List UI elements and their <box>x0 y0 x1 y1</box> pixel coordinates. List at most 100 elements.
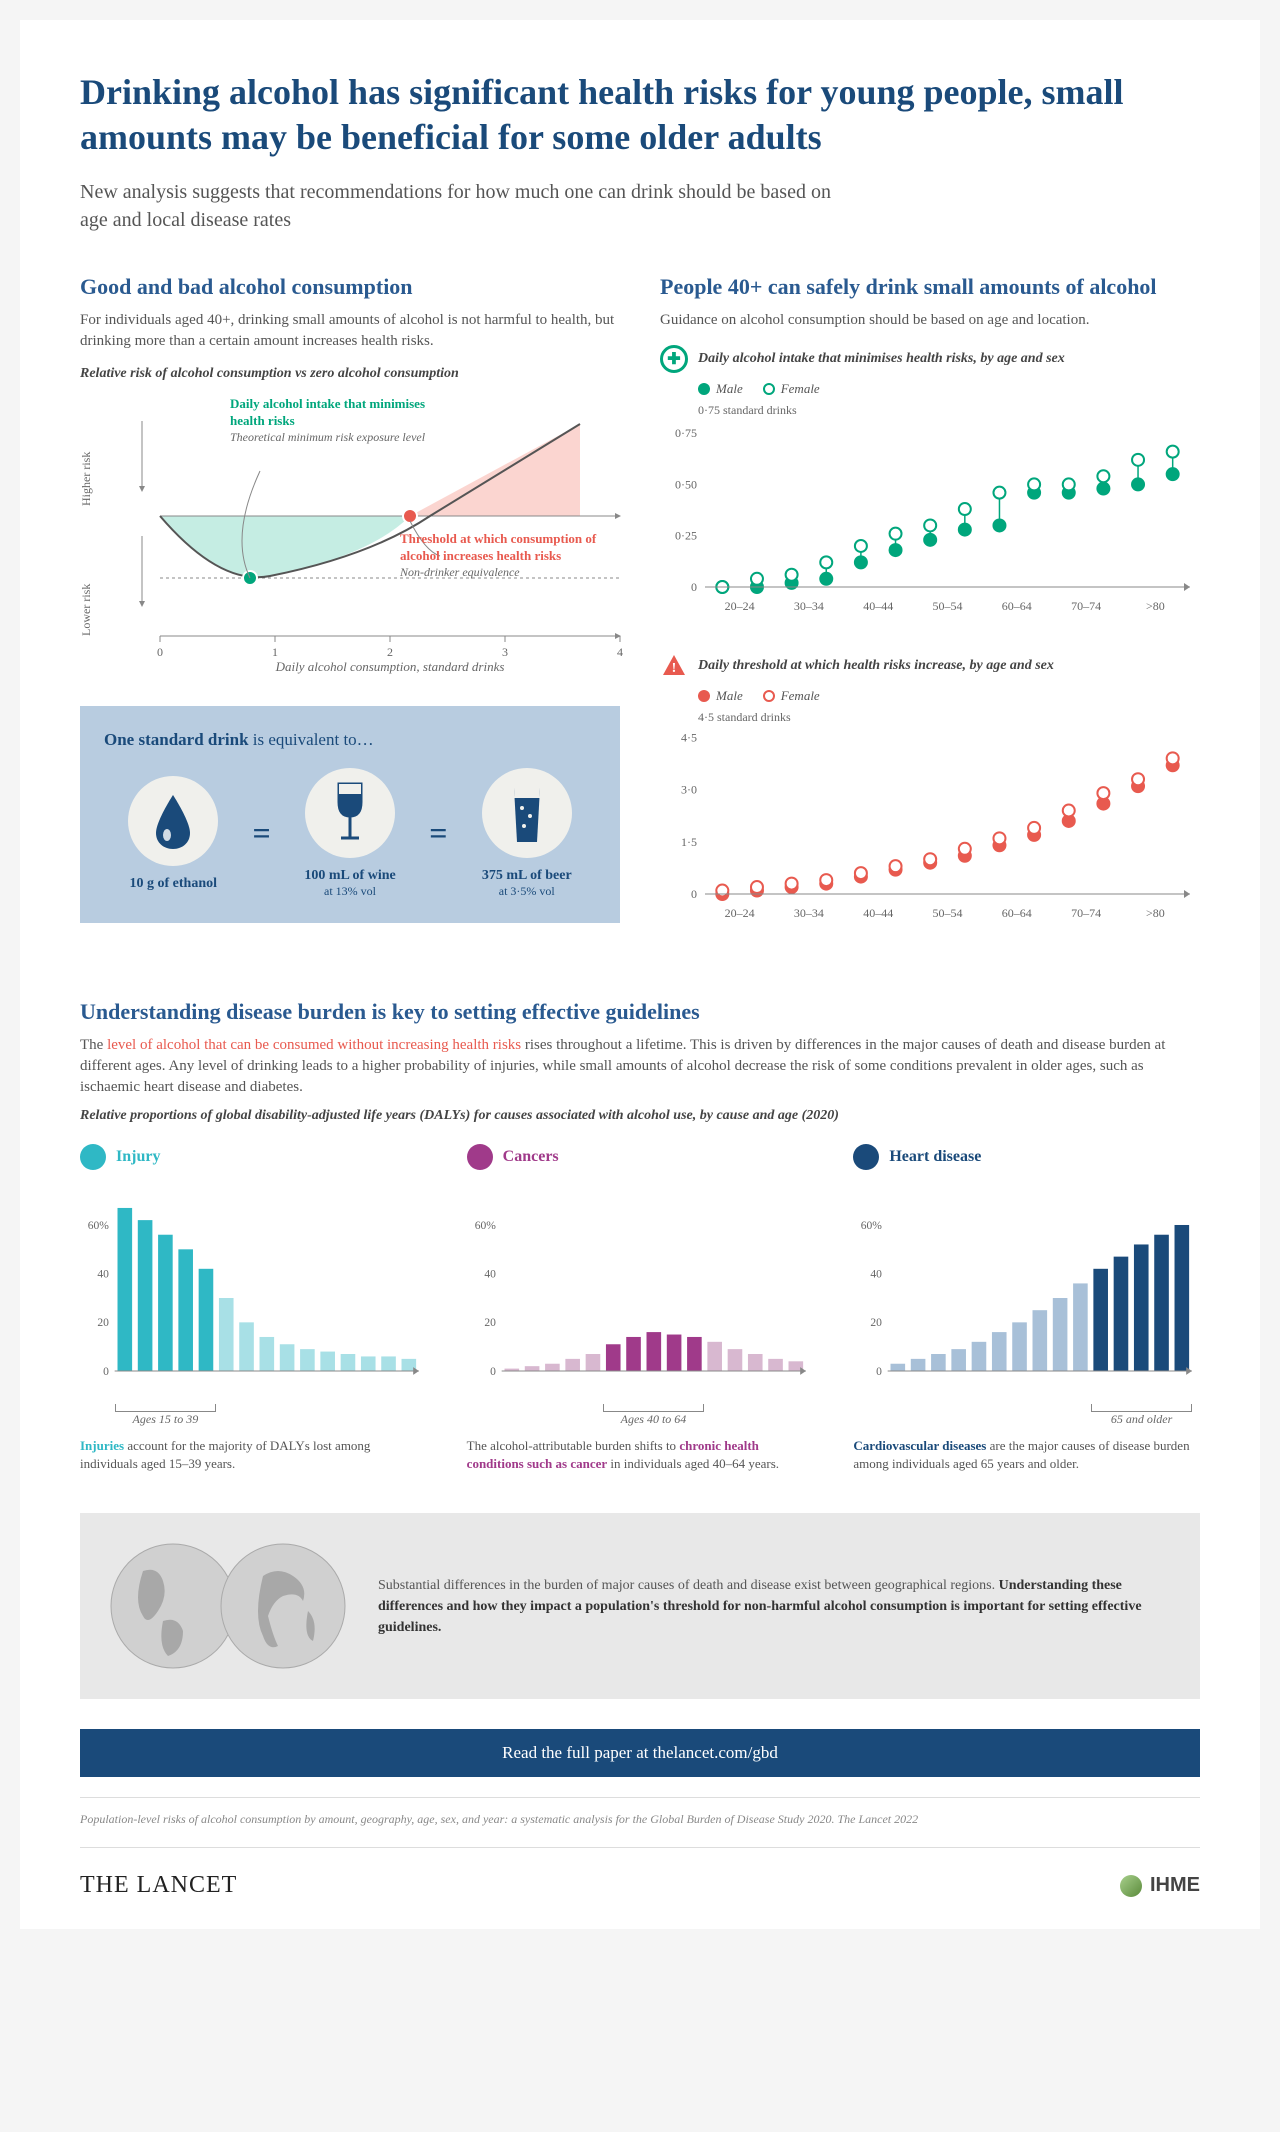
age-range-label: Ages 40 to 64 <box>603 1412 704 1427</box>
svg-text:40: 40 <box>97 1269 109 1281</box>
risk-curve-chart: Higher risk Lower risk <box>80 396 620 696</box>
svg-text:20–24: 20–24 <box>725 599 755 613</box>
wine-icon <box>327 780 373 846</box>
svg-text:40: 40 <box>484 1269 496 1281</box>
daly-panel: Cancers 0204060% Ages 40 to 64 The alcoh… <box>467 1144 814 1473</box>
scatter1-legend: Male Female <box>660 381 1200 397</box>
svg-text:60%: 60% <box>474 1220 496 1232</box>
daly-section: Understanding disease burden is key to s… <box>80 999 1200 1473</box>
cause-icon <box>467 1144 493 1170</box>
globe-box: Substantial differences in the burden of… <box>80 1513 1200 1699</box>
warning-icon: ! <box>660 652 688 680</box>
cause-icon <box>80 1144 106 1170</box>
panel-40plus: People 40+ can safely drink small amount… <box>660 274 1200 959</box>
x-axis-label: Daily alcohol consumption, standard drin… <box>275 659 505 674</box>
risk-above-region <box>410 424 580 516</box>
svg-text:40: 40 <box>871 1269 883 1281</box>
equiv-title: One standard drink is equivalent to… <box>104 730 596 750</box>
risk-chart-title: Relative risk of alcohol consumption vs … <box>80 366 620 382</box>
scatter1-header: ✚ Daily alcohol intake that minimises he… <box>660 345 1200 373</box>
globe-east-icon <box>218 1541 348 1671</box>
scatter1-ylabel: 0·75 standard drinks <box>660 403 1200 418</box>
lancet-logo: THE LANCET <box>80 1872 237 1899</box>
citation: Population-level risks of alcohol consum… <box>80 1797 1200 1827</box>
svg-text:70–74: 70–74 <box>1071 906 1101 920</box>
scatter-chart-minimise: 00·250·500·7520–2430–3440–4450–5460–6470… <box>660 422 1200 622</box>
scatter2-ylabel: 4·5 standard drinks <box>660 710 1200 725</box>
svg-text:2: 2 <box>387 645 393 659</box>
daly-bar-chart: 0 20 40 60% <box>80 1184 427 1404</box>
svg-text:0·75: 0·75 <box>675 426 697 440</box>
scatter2-legend: Male Female <box>660 688 1200 704</box>
ihme-logo: IHME <box>1120 1874 1200 1897</box>
svg-text:>80: >80 <box>1146 906 1165 920</box>
svg-text:!: ! <box>672 661 677 676</box>
svg-text:30–34: 30–34 <box>794 599 824 613</box>
daly-title: Understanding disease burden is key to s… <box>80 999 1200 1025</box>
ihme-ball-icon <box>1120 1875 1142 1897</box>
daly-panel: Injury 0 20 40 60% Ages 15 to 39 Injuries a… <box>80 1144 427 1473</box>
svg-text:30–34: 30–34 <box>794 906 824 920</box>
svg-text:0: 0 <box>691 580 697 594</box>
panel-title: Good and bad alcohol consumption <box>80 274 620 300</box>
svg-text:50–54: 50–54 <box>933 599 963 613</box>
daly-panel: Heart disease 0204060% 65 and older Card… <box>853 1144 1200 1473</box>
svg-text:0·25: 0·25 <box>675 529 697 543</box>
threshold-point <box>403 509 417 523</box>
drink-equivalence-box: One standard drink is equivalent to… 10 … <box>80 706 620 923</box>
infographic-page: Drinking alcohol has significant health … <box>20 20 1260 1929</box>
panel-desc: Guidance on alcohol consumption should b… <box>660 310 1200 331</box>
svg-text:0·50: 0·50 <box>675 477 697 491</box>
cause-label: Injury <box>116 1148 160 1166</box>
cause-icon <box>853 1144 879 1170</box>
svg-text:0: 0 <box>691 887 697 901</box>
svg-text:60%: 60% <box>88 1220 110 1232</box>
equiv-ethanol: 10 g of ethanol <box>104 776 243 892</box>
svg-text:40–44: 40–44 <box>863 599 893 613</box>
daly-bar-chart: 0 20 40 60% <box>467 1184 814 1404</box>
globe-text: Substantial differences in the burden of… <box>378 1575 1172 1638</box>
beer-icon <box>504 780 550 846</box>
svg-text:60%: 60% <box>861 1220 883 1232</box>
yaxis-low: Lower risk <box>79 584 93 636</box>
panel-desc: For individuals aged 40+, drinking small… <box>80 310 620 352</box>
svg-text:0: 0 <box>490 1366 496 1378</box>
equals-icon: = <box>253 815 271 852</box>
svg-text:40–44: 40–44 <box>863 906 893 920</box>
svg-text:20–24: 20–24 <box>725 906 755 920</box>
daly-caption: Injuries account for the majority of DAL… <box>80 1437 427 1473</box>
equals-icon: = <box>429 815 447 852</box>
page-title: Drinking alcohol has significant health … <box>80 70 1200 160</box>
top-row: Good and bad alcohol consumption For ind… <box>80 274 1200 959</box>
plus-icon: ✚ <box>660 345 688 373</box>
svg-text:1: 1 <box>272 645 278 659</box>
anno-green: Daily alcohol intake that minimises heal… <box>230 396 430 445</box>
cause-label: Cancers <box>503 1148 559 1166</box>
daly-desc: The level of alcohol that can be consume… <box>80 1035 1200 1098</box>
svg-text:>80: >80 <box>1146 599 1165 613</box>
svg-text:0: 0 <box>103 1366 109 1378</box>
scatter-chart-threshold: 01·53·04·520–2430–3440–4450–5460–6470–74… <box>660 729 1200 929</box>
panel-title: People 40+ can safely drink small amount… <box>660 274 1200 300</box>
svg-text:50–54: 50–54 <box>933 906 963 920</box>
svg-text:4·5: 4·5 <box>681 730 697 744</box>
yaxis-high: Higher risk <box>79 452 93 506</box>
cause-label: Heart disease <box>889 1148 981 1166</box>
daly-bar-chart: 0 20 40 60% <box>853 1184 1200 1404</box>
scatter2-header: ! Daily threshold at which health risks … <box>660 652 1200 680</box>
equiv-beer: 375 mL of beer at 3·5% vol <box>458 768 597 899</box>
cta-bar[interactable]: Read the full paper at thelancet.com/gbd <box>80 1729 1200 1777</box>
globe-icons <box>108 1541 348 1671</box>
svg-text:20: 20 <box>484 1317 496 1329</box>
svg-text:4: 4 <box>617 645 623 659</box>
daly-chart-title: Relative proportions of global disabilit… <box>80 1108 1200 1124</box>
drop-icon <box>150 791 196 851</box>
svg-text:1·5: 1·5 <box>681 835 697 849</box>
svg-text:20: 20 <box>871 1317 883 1329</box>
svg-text:60–64: 60–64 <box>1002 906 1032 920</box>
age-range-label: 65 and older <box>1091 1412 1192 1427</box>
age-range-label: Ages 15 to 39 <box>115 1412 216 1427</box>
svg-text:20: 20 <box>97 1317 109 1329</box>
logo-row: THE LANCET IHME <box>80 1847 1200 1899</box>
svg-text:0: 0 <box>876 1366 882 1378</box>
